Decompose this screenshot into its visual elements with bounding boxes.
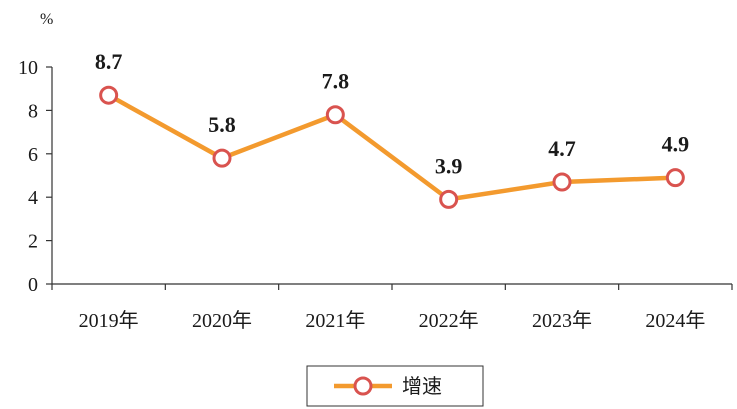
- x-tick-label: 2021年: [305, 309, 365, 332]
- x-tick-label: 2019年: [79, 309, 139, 332]
- x-axis-ticks: 2019年 2020年 2021年 2022年 2023年 2024年: [51, 284, 733, 332]
- data-label: 5.8: [208, 112, 236, 137]
- x-tick-label: 2024年: [645, 309, 705, 332]
- legend-box: [306, 365, 484, 407]
- y-tick-label: 4: [28, 187, 38, 209]
- data-label: 8.7: [95, 49, 123, 74]
- y-tick-label: 6: [28, 144, 38, 166]
- data-point: [439, 189, 459, 209]
- x-tick-label: 2022年: [419, 309, 479, 332]
- data-point: [552, 172, 572, 192]
- x-tick-label: 2020年: [192, 309, 252, 332]
- axes: [51, 67, 732, 285]
- data-point: [665, 168, 685, 188]
- data-label: 4.9: [662, 132, 690, 157]
- data-labels: 8.7 5.8 7.8 3.9 4.7 4.9: [95, 49, 689, 178]
- series-line: [107, 93, 676, 202]
- series-growth: [99, 85, 685, 209]
- legend-label: 增速: [402, 374, 442, 398]
- data-label: 3.9: [435, 153, 463, 178]
- y-tick-label: 0: [28, 274, 38, 296]
- legend-marker-swatch: [353, 376, 373, 396]
- data-point: [212, 148, 232, 168]
- data-point: [99, 85, 119, 105]
- data-label: 4.7: [548, 136, 576, 161]
- x-tick-label: 2023年: [532, 309, 592, 332]
- y-axis-ticks: 0 2 4 6 8 10: [18, 57, 52, 296]
- y-tick-label: 2: [28, 231, 38, 253]
- y-tick-label: 10: [18, 57, 38, 79]
- y-tick-label: 8: [28, 100, 38, 122]
- data-point: [325, 105, 345, 125]
- legend: 增速: [306, 365, 484, 407]
- data-label: 7.8: [322, 69, 350, 94]
- y-axis-unit: %: [40, 11, 53, 28]
